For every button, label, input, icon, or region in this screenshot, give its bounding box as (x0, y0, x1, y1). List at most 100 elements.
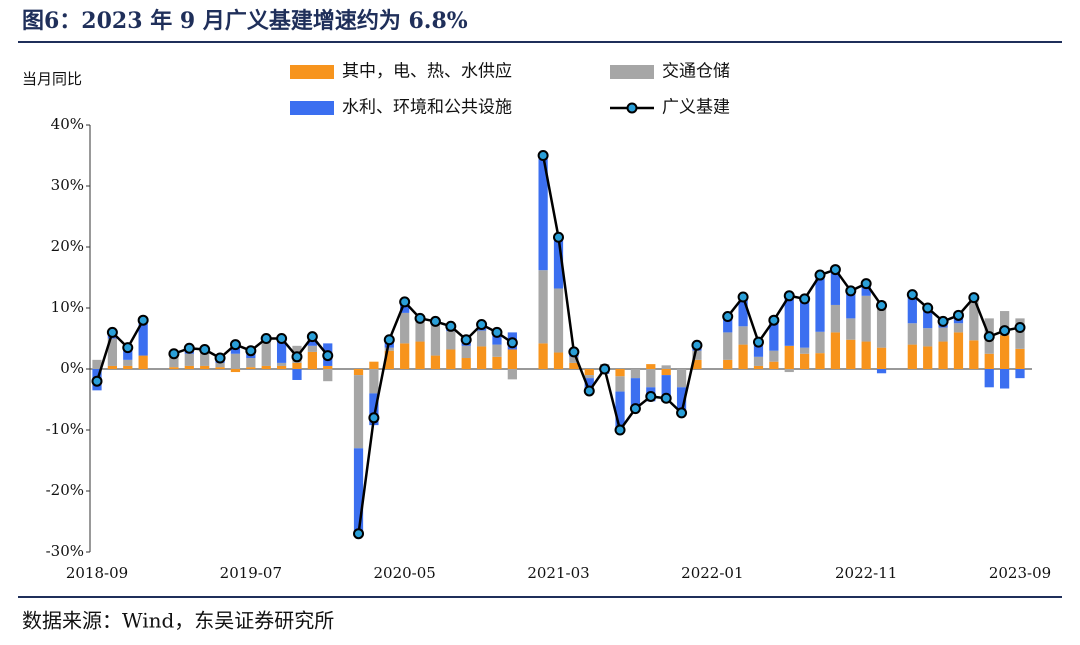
bar (230, 353, 241, 369)
line-marker (537, 150, 549, 161)
bar (446, 349, 456, 369)
bar (353, 369, 364, 376)
bar (184, 353, 194, 366)
line-marker (506, 337, 518, 349)
bar (984, 369, 994, 388)
bar (400, 312, 410, 344)
bar (584, 369, 594, 376)
line-marker (568, 346, 580, 358)
bar (815, 353, 825, 369)
bar (738, 344, 748, 369)
bar (261, 341, 271, 366)
bar (138, 355, 148, 369)
bar (923, 328, 933, 347)
bar (753, 356, 764, 366)
line-marker (676, 407, 688, 419)
bar (738, 297, 748, 327)
line-marker (860, 278, 872, 290)
line-marker (799, 293, 811, 305)
line-marker (460, 334, 472, 346)
legend-marker (626, 102, 638, 114)
legend-swatch (290, 101, 334, 115)
line-marker (399, 296, 411, 308)
line-marker (645, 390, 657, 402)
legend-label: 广义基建 (662, 98, 730, 118)
bar (507, 369, 517, 380)
line-marker (291, 351, 303, 363)
line-marker (553, 231, 564, 243)
bar (1000, 311, 1010, 336)
bar (200, 365, 210, 369)
bar (476, 346, 487, 369)
y-tick-label: -30% (46, 542, 84, 560)
line-marker (276, 333, 288, 344)
line-marker (845, 285, 857, 297)
line-marker (214, 352, 226, 364)
bar (1000, 369, 1010, 389)
legend-label: 水利、环境和公共设施 (342, 98, 512, 118)
bar (661, 369, 671, 376)
bar (907, 294, 917, 324)
bar (969, 297, 979, 341)
line-marker (968, 292, 980, 304)
bar (769, 361, 779, 369)
line-marker (199, 343, 211, 355)
bar (584, 378, 594, 391)
y-tick-label: -20% (46, 481, 84, 499)
line-marker (906, 289, 918, 301)
line-marker (752, 336, 764, 348)
bar (938, 327, 948, 342)
line-marker (722, 311, 734, 323)
bar (553, 237, 564, 289)
legend-swatch (610, 65, 654, 79)
bar (369, 361, 379, 369)
bar (200, 350, 210, 366)
line-marker (737, 291, 749, 303)
line-marker (106, 326, 118, 338)
bar (446, 331, 456, 350)
legend-label: 其中，电、热、水供应 (342, 62, 512, 82)
line-marker (322, 350, 334, 362)
bar (723, 359, 733, 369)
bar (861, 341, 871, 369)
bar (384, 350, 394, 369)
bar (107, 338, 117, 366)
bar (1015, 348, 1025, 369)
x-tick-label: 2018-09 (66, 564, 128, 582)
bar (215, 367, 225, 369)
bar (830, 269, 841, 305)
x-tick-label: 2019-07 (220, 564, 282, 582)
bar (738, 326, 748, 345)
bar (861, 283, 871, 296)
source: 数据来源：Wind，东吴证券研究所 (22, 609, 334, 633)
x-tick-label: 2020-05 (373, 564, 435, 582)
line-marker (691, 339, 703, 351)
bar (692, 350, 702, 360)
bar (692, 359, 702, 369)
bar (923, 346, 933, 369)
line-marker (814, 269, 826, 281)
bar (969, 340, 979, 369)
bar (538, 343, 548, 369)
bar (430, 355, 441, 369)
bar (938, 341, 948, 369)
bar (800, 353, 810, 369)
line-marker (91, 375, 103, 387)
bar (723, 332, 733, 360)
bar (553, 288, 564, 353)
bar (276, 362, 287, 366)
bar (661, 365, 671, 369)
bar (846, 339, 856, 369)
bar (876, 369, 887, 374)
bar (123, 359, 133, 366)
legend-swatch (290, 65, 334, 79)
line-marker (353, 528, 365, 540)
bar (246, 358, 256, 368)
line-marker (599, 363, 611, 375)
y-tick-label: 20% (51, 237, 84, 255)
line-marker (383, 334, 395, 346)
y-tick-label: 0% (60, 359, 84, 377)
bar (661, 375, 671, 402)
bar (676, 387, 687, 413)
